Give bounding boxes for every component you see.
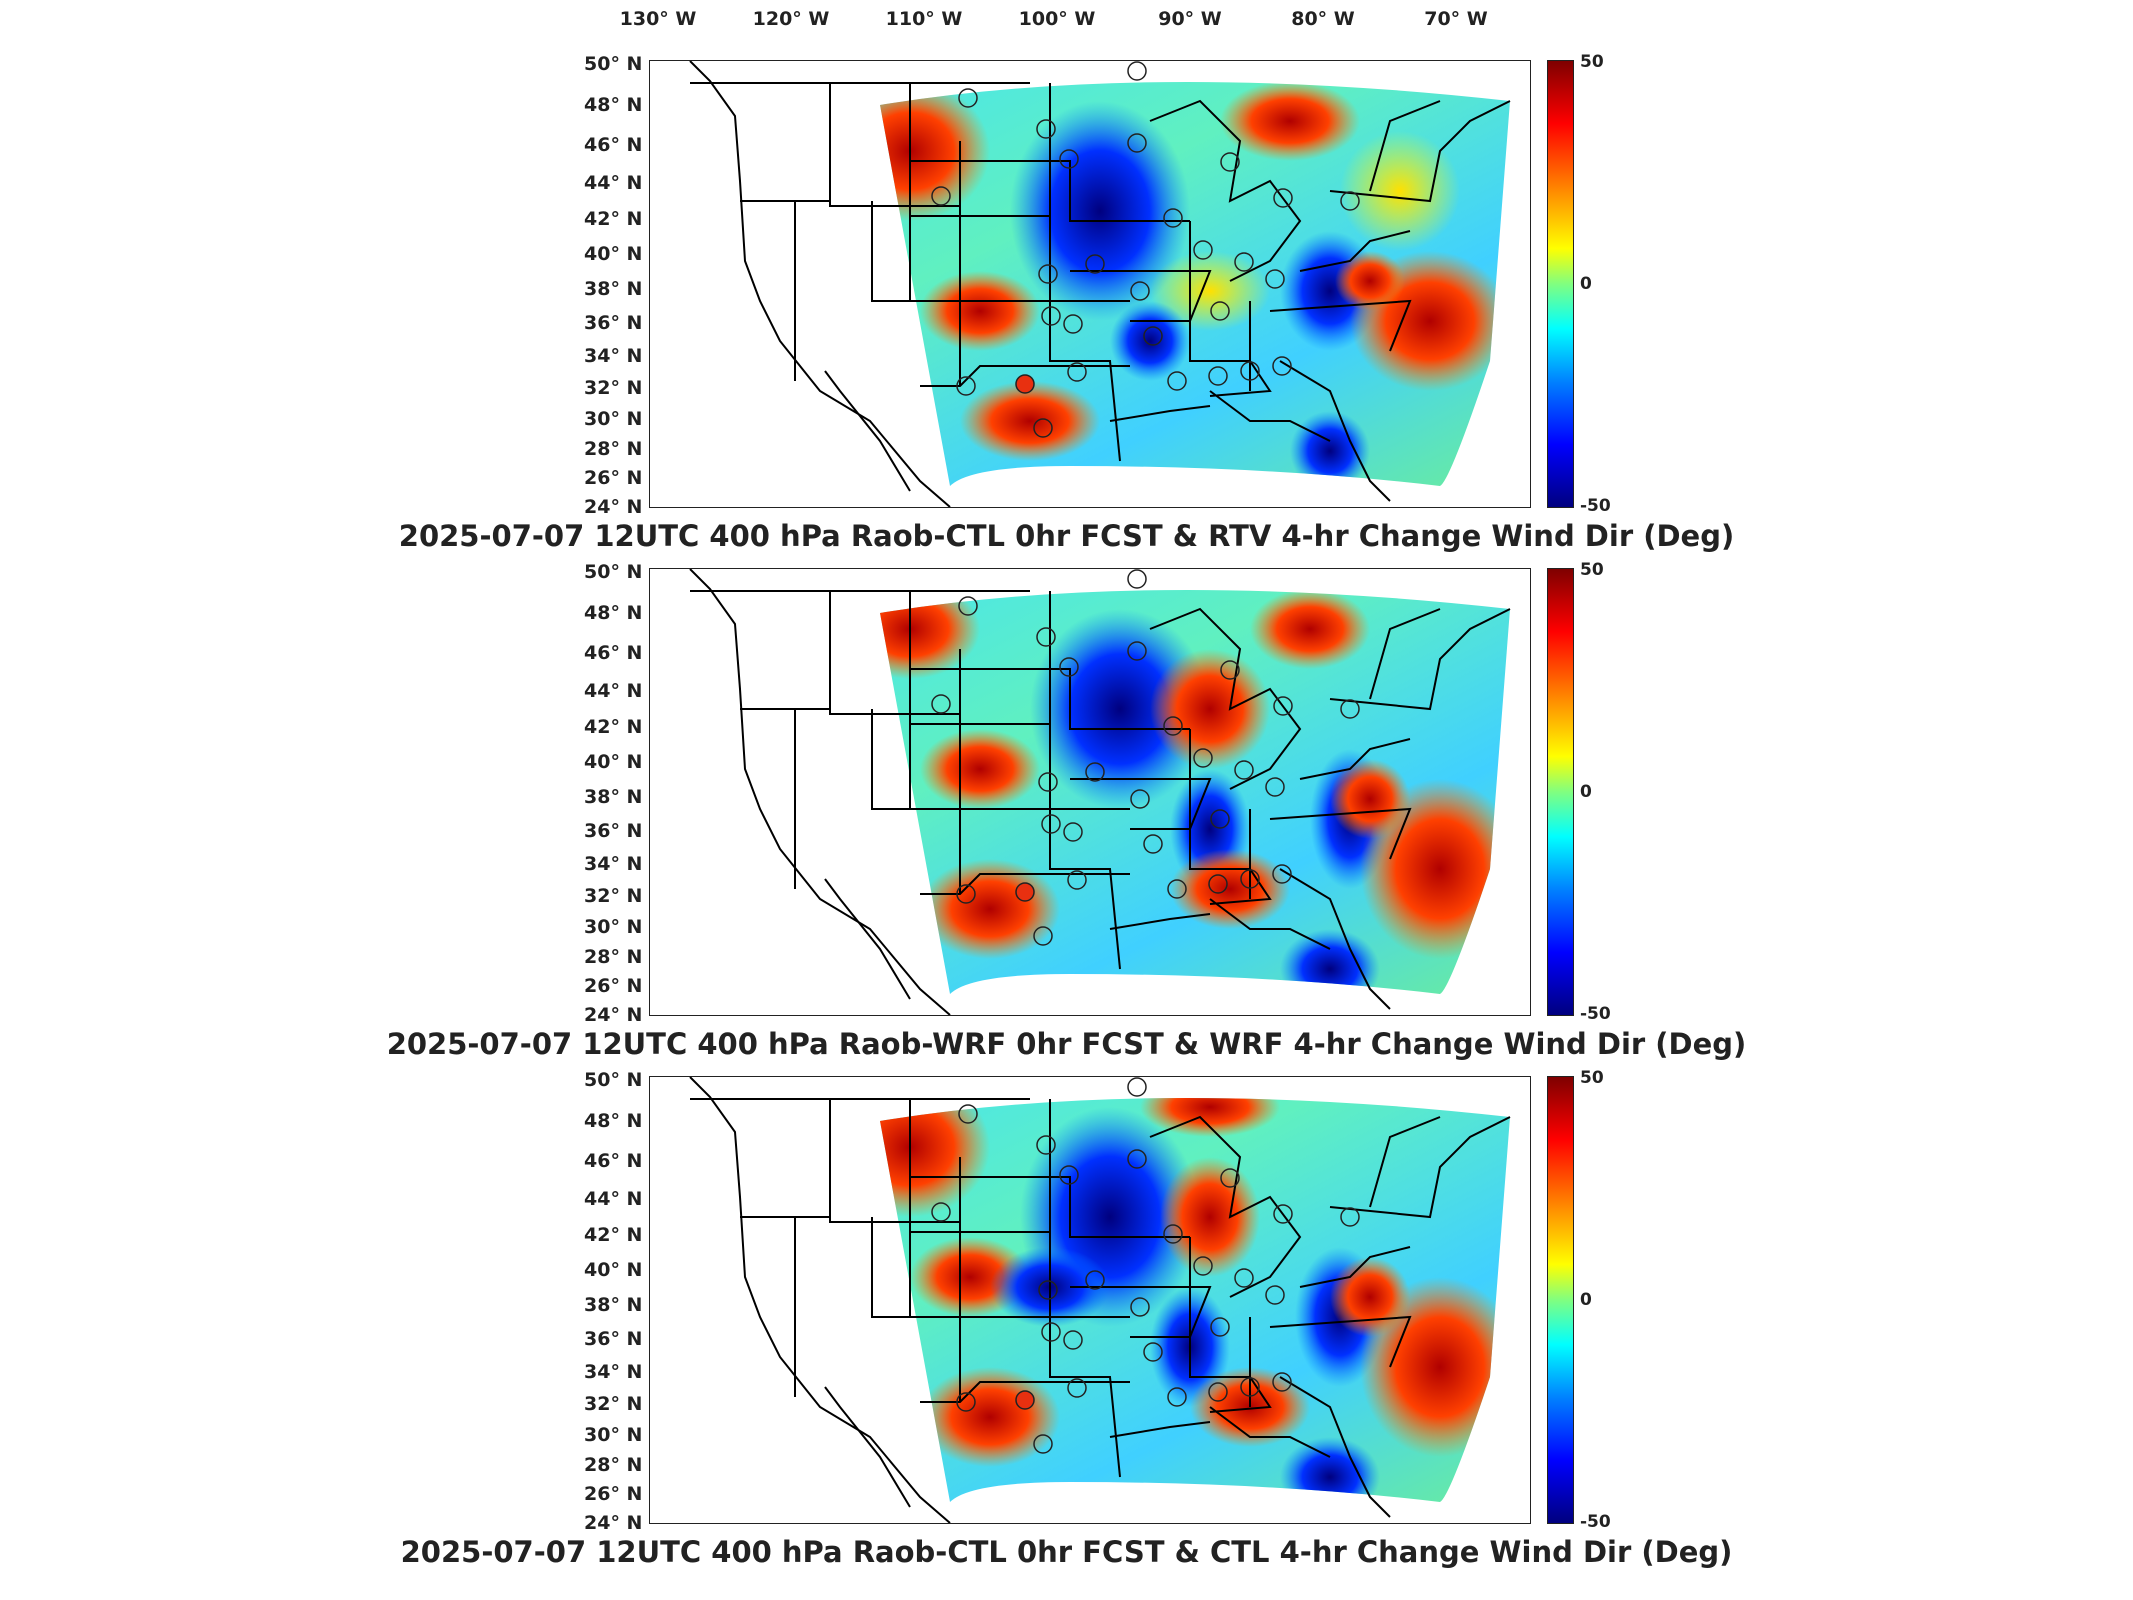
lat-label: 26° N (584, 975, 643, 997)
lat-label: 38° N (584, 1294, 643, 1316)
lat-label: 26° N (584, 467, 643, 489)
map-frame (649, 60, 1531, 508)
colorbar (1547, 1076, 1574, 1524)
lat-label: 40° N (584, 751, 643, 773)
lat-label: 48° N (584, 1110, 643, 1132)
map-frame (649, 1076, 1531, 1524)
lat-label: 50° N (584, 1069, 643, 1091)
wind-direction-field (689, 1077, 1511, 1523)
lat-label: 30° N (584, 916, 643, 938)
panel-title: 2025-07-07 12UTC 400 hPa Raob-WRF 0hr FC… (386, 1027, 1747, 1061)
lat-label: 46° N (584, 642, 643, 664)
lat-label: 32° N (584, 885, 643, 907)
colorbar-mid-label: 0 (1580, 274, 1592, 294)
colorbar-mid-label: 0 (1580, 782, 1592, 802)
lat-label: 48° N (584, 602, 643, 624)
lat-label: 34° N (584, 853, 643, 875)
colorbar-max-label: 50 (1580, 1068, 1604, 1088)
longitude-axis: 130° W 120° W 110° W 100° W 90° W 80° W … (0, 0, 2133, 40)
lat-label: 32° N (584, 377, 643, 399)
lat-label: 46° N (584, 1150, 643, 1172)
lat-label: 28° N (584, 1454, 643, 1476)
panel-title: 2025-07-07 12UTC 400 hPa Raob-CTL 0hr FC… (398, 519, 1735, 553)
lon-label: 110° W (885, 8, 963, 30)
lat-label: 24° N (584, 1004, 643, 1026)
lon-label: 100° W (1018, 8, 1096, 30)
lat-label: 34° N (584, 1361, 643, 1383)
lat-label: 38° N (584, 786, 643, 808)
lon-label: 90° W (1158, 8, 1222, 30)
lat-label: 40° N (584, 243, 643, 265)
lat-label: 28° N (584, 438, 643, 460)
lat-label: 44° N (584, 172, 643, 194)
lat-label: 30° N (584, 1424, 643, 1446)
wind-direction-field (689, 569, 1511, 1015)
lat-label: 30° N (584, 408, 643, 430)
lat-label: 48° N (584, 94, 643, 116)
lat-label: 40° N (584, 1259, 643, 1281)
lat-label: 26° N (584, 1483, 643, 1505)
lat-label: 42° N (584, 1224, 643, 1246)
colorbar (1547, 568, 1574, 1016)
lat-label: 44° N (584, 680, 643, 702)
lon-label: 120° W (752, 8, 830, 30)
lat-label: 34° N (584, 345, 643, 367)
lat-label: 24° N (584, 1512, 643, 1534)
lat-label: 50° N (584, 561, 643, 583)
lat-label: 42° N (584, 208, 643, 230)
colorbar-min-label: -50 (1580, 1512, 1611, 1532)
lat-label: 24° N (584, 496, 643, 518)
colorbar-max-label: 50 (1580, 560, 1604, 580)
lon-label: 70° W (1424, 8, 1488, 30)
colorbar-max-label: 50 (1580, 52, 1604, 72)
colorbar (1547, 60, 1574, 508)
lat-label: 50° N (584, 53, 643, 75)
panel-title: 2025-07-07 12UTC 400 hPa Raob-CTL 0hr FC… (400, 1535, 1733, 1569)
lat-label: 36° N (584, 312, 643, 334)
lon-label: 130° W (619, 8, 697, 30)
lon-label: 80° W (1291, 8, 1355, 30)
lat-label: 28° N (584, 946, 643, 968)
colorbar-min-label: -50 (1580, 496, 1611, 516)
lat-label: 46° N (584, 134, 643, 156)
lat-label: 36° N (584, 820, 643, 842)
lat-label: 36° N (584, 1328, 643, 1350)
colorbar-min-label: -50 (1580, 1004, 1611, 1024)
map-frame (649, 568, 1531, 1016)
lat-label: 42° N (584, 716, 643, 738)
lat-label: 32° N (584, 1393, 643, 1415)
colorbar-mid-label: 0 (1580, 1290, 1592, 1310)
lat-label: 44° N (584, 1188, 643, 1210)
wind-direction-field (689, 61, 1511, 507)
lat-label: 38° N (584, 278, 643, 300)
